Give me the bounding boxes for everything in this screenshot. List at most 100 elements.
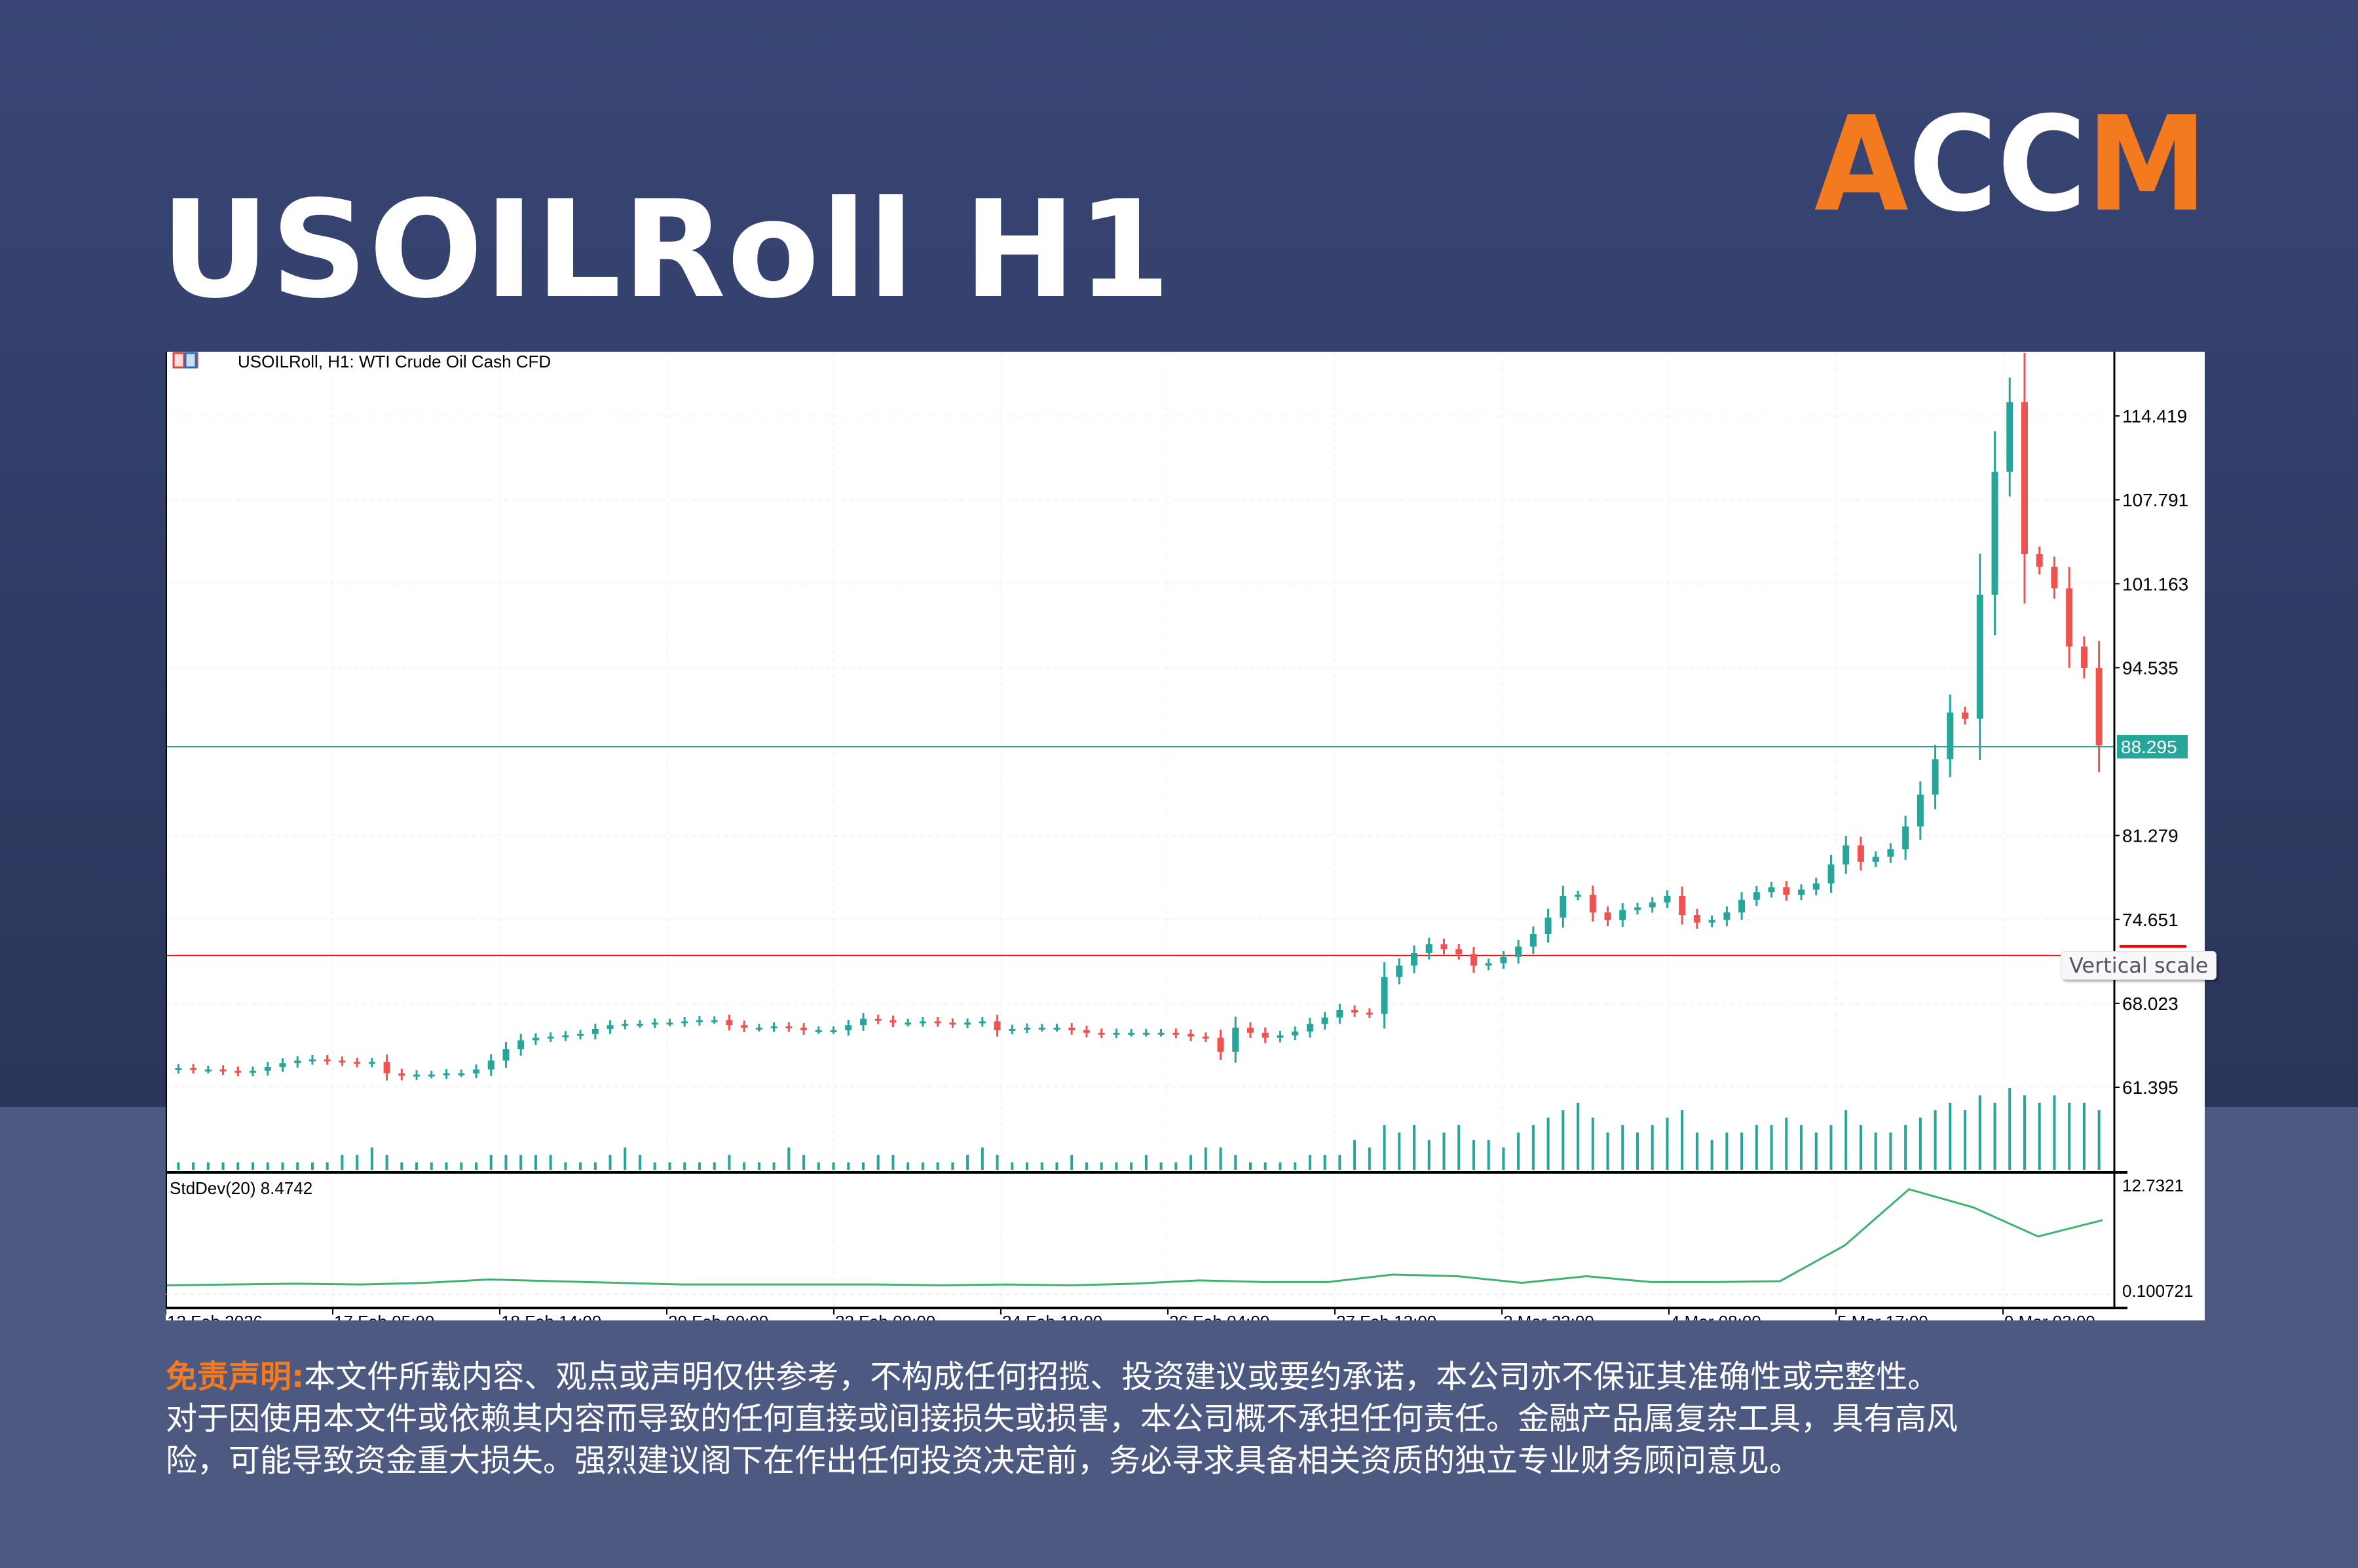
candle-body (1991, 472, 1998, 595)
volume-bar (966, 1155, 969, 1170)
volume-bar (1755, 1125, 1758, 1170)
candle-body (1664, 896, 1671, 903)
volume-bar (1829, 1125, 1833, 1170)
candle (1217, 1030, 1224, 1060)
candle (577, 1030, 584, 1040)
candle-body (1470, 954, 1477, 966)
volume-bar (1248, 1162, 1252, 1170)
candle-body (1321, 1017, 1328, 1024)
candle-body (1128, 1032, 1135, 1035)
candle-body (1113, 1032, 1120, 1035)
candle-body (1142, 1032, 1150, 1035)
candle-body (1425, 944, 1432, 954)
candle-body (889, 1020, 897, 1023)
volume-bar (1204, 1147, 1207, 1170)
candle-body (1396, 965, 1403, 977)
candle-body (443, 1073, 450, 1075)
price-chart[interactable]: 114.419 107.791 101.163 94.535 81.279 74.651 6… (166, 352, 2205, 1320)
candle (309, 1055, 316, 1065)
candle (1381, 962, 1388, 1029)
candle (1753, 886, 1760, 906)
candle-body (1485, 963, 1492, 966)
candle-body (2006, 402, 2013, 472)
candle-body (368, 1062, 375, 1064)
chart-panel[interactable]: 114.419 107.791 101.163 94.535 81.279 74.651 6… (166, 352, 2205, 1320)
candle (1887, 843, 1894, 863)
candle-body (502, 1049, 510, 1061)
candle-body (2051, 567, 2058, 589)
volume-bar (832, 1162, 835, 1170)
volume-bar (252, 1162, 255, 1170)
volume-bar (1472, 1140, 1475, 1170)
volume-bar (1934, 1110, 1937, 1170)
volume-bar (1606, 1132, 1609, 1170)
candle-body (1411, 953, 1418, 966)
candle-body (2036, 554, 2043, 567)
candle-body (428, 1074, 435, 1077)
volume-bar (445, 1162, 448, 1170)
volume-bar (757, 1162, 760, 1170)
candle-body (637, 1024, 644, 1026)
candle-body (934, 1021, 941, 1024)
volume-bar (296, 1162, 299, 1170)
volume-bar (907, 1162, 910, 1170)
candle (1024, 1023, 1031, 1034)
volume-bar (728, 1155, 731, 1170)
candle-body (1827, 864, 1835, 884)
volume-bar (504, 1155, 508, 1170)
candle-body (1202, 1036, 1209, 1039)
volume-bar (1427, 1140, 1431, 1170)
volume-bar (2082, 1102, 2086, 1170)
y-tick-label: 94.535 (2122, 658, 2179, 678)
candle (1306, 1017, 1313, 1038)
volume-bar (1844, 1110, 1848, 1170)
accm-logo: ACCM (1814, 105, 2207, 216)
volume-bar (310, 1162, 314, 1170)
volume-bar (624, 1147, 627, 1170)
volume-bar (1918, 1117, 1922, 1170)
volume-bar (653, 1162, 656, 1170)
candle (1098, 1028, 1105, 1039)
candle-body (1381, 977, 1388, 1014)
volume-bar (683, 1162, 686, 1170)
candle (2095, 641, 2103, 773)
candle (1827, 855, 1835, 893)
candle-body (1976, 594, 1983, 719)
candle (204, 1066, 212, 1073)
volume-bar (177, 1162, 180, 1170)
candle (1246, 1022, 1254, 1038)
x-tick-label: 9 Mar 02:00 (2004, 1312, 2095, 1320)
candle (1857, 836, 1864, 871)
candle (1321, 1011, 1328, 1030)
candle (1634, 903, 1641, 915)
candle (472, 1064, 479, 1079)
candle-body (354, 1062, 361, 1064)
candle (1113, 1028, 1120, 1039)
volume-bar (1011, 1162, 1014, 1170)
volume-bar (370, 1147, 373, 1170)
volume-bar (639, 1155, 642, 1170)
volume-bar (1874, 1132, 1877, 1170)
candle (1917, 781, 1924, 840)
stddev-tick-label: 12.7321 (2122, 1176, 2184, 1195)
candle-body (1604, 912, 1611, 920)
y-tick-label: 114.419 (2122, 406, 2187, 426)
candle (413, 1070, 421, 1080)
candle-body (994, 1021, 1001, 1030)
candle (859, 1013, 867, 1031)
candle-body (905, 1022, 912, 1025)
volume-bar (1070, 1155, 1074, 1170)
candle-body (1872, 857, 1879, 862)
candle (726, 1015, 733, 1031)
candle (1738, 892, 1746, 920)
volume-bar (206, 1162, 210, 1170)
candle-body (845, 1025, 852, 1030)
candle (1172, 1028, 1180, 1039)
volume-bar (1353, 1140, 1357, 1170)
candle (547, 1032, 554, 1042)
candle (562, 1031, 569, 1041)
volume-bar (1294, 1162, 1297, 1170)
volume-bar (1591, 1117, 1594, 1170)
candle (264, 1062, 271, 1076)
y-tick-label: 101.163 (2122, 574, 2188, 594)
